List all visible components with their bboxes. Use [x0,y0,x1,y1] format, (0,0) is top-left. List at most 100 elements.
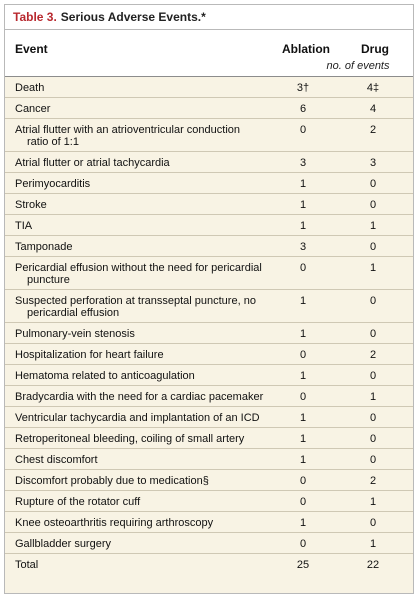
event-text: Gallbladder surgery [15,538,111,550]
event-cell: Chest discomfort [15,454,277,466]
event-text: Tamponade [15,241,73,253]
table-row: Cancer 6 4 [5,98,413,119]
event-text-continuation: ratio of 1:1 [27,136,79,148]
ablation-count-cell: 1 [299,199,307,211]
drug-therapy-count-cell: 2 [369,475,377,487]
event-cell: Pericardial effusion without the need fo… [15,262,277,286]
ablation-count-cell: 6 [299,103,307,115]
total-label: Total [15,559,39,571]
event-text: Atrial flutter or atrial tachycardia [15,157,170,169]
event-cell: Death [15,82,277,94]
table-body: Death 3† 4‡ Cancer 6 4 Atrial flutter with an … [5,77,413,576]
table-row: Retroperitoneal bleeding, coiling of sma… [5,428,413,449]
event-text: Rupture of the rotator cuff [15,496,141,508]
drug-therapy-count-cell: 0 [369,517,377,529]
drug-therapy-count-cell: 0 [369,199,377,211]
event-cell: Gallbladder surgery [15,538,277,550]
event-text: Bradycardia with the need for a cardiac … [15,391,264,403]
event-text: Atrial flutter with an atrioventricular … [15,124,240,136]
total-row: Total 25 22 [5,554,413,576]
drug-therapy-count-cell: 0 [369,454,377,466]
ablation-count-cell: 0 [299,124,307,136]
event-text: Hospitalization for heart failure [15,349,164,361]
drug-therapy-count-cell: 1 [369,538,377,550]
units-row: no. of events [5,56,413,77]
event-cell: Perimyocarditis [15,178,277,190]
drug-therapy-count-cell: 0 [369,328,377,340]
event-cell: Atrial flutter or atrial tachycardia [15,157,277,169]
ablation-count-cell: 0 [299,262,307,274]
event-text: Discomfort probably due to medication§ [15,475,209,487]
event-cell: TIA [15,220,277,232]
event-cell: Bradycardia with the need for a cardiac … [15,391,277,403]
ablation-count-cell: 1 [299,328,307,340]
event-cell: Atrial flutter with an atrioventricular … [15,124,277,148]
event-text: Pericardial effusion without the need fo… [15,262,262,274]
drug-therapy-count-cell: 0 [369,370,377,382]
ablation-count-cell: 0 [299,391,307,403]
event-cell: Hospitalization for heart failure [15,349,277,361]
drug-therapy-count-cell: 0 [369,241,377,253]
table-row: Chest discomfort 1 0 [5,449,413,470]
drug-therapy-count-cell: 4 [369,103,377,115]
ablation-count-cell: 1 [299,454,307,466]
ablation-count-cell: 1 [299,412,307,424]
ablation-count-cell: 0 [299,538,307,550]
event-text: Retroperitoneal bleeding, coiling of sma… [15,433,245,445]
ablation-count-cell: 3† [296,82,310,94]
ablation-count-cell: 1 [299,370,307,382]
table-row: Rupture of the rotator cuff 0 1 [5,491,413,512]
drug-therapy-count-cell: 0 [369,412,377,424]
table-row: Ventricular tachycardia and implantation… [5,407,413,428]
drug-therapy-count-cell: 4‡ [366,82,380,94]
event-cell: Pulmonary-vein stenosis [15,328,277,340]
ablation-count-cell: 0 [299,349,307,361]
event-cell: Tamponade [15,241,277,253]
drug-therapy-count-cell: 2 [369,349,377,361]
event-text: Stroke [15,199,47,211]
event-text: Perimyocarditis [15,178,91,190]
event-text-continuation: pericardial effusion [27,307,120,319]
event-cell: Retroperitoneal bleeding, coiling of sma… [15,433,277,445]
table-number: Table 3. [13,10,57,24]
table-row: Suspected perforation at transseptal pun… [5,290,413,323]
event-text: Cancer [15,103,51,115]
drug-therapy-count-cell: 0 [369,178,377,190]
table-row: Discomfort probably due to medication§ 0 2 [5,470,413,491]
drug-therapy-count-cell: 2 [369,124,377,136]
total-drug-therapy-cell: 22 [366,559,380,571]
table-title: Serious Adverse Events.* [60,10,206,24]
event-text: Chest discomfort [15,454,98,466]
column-header-ablation: Ablation [282,42,330,56]
table-row: Pulmonary-vein stenosis 1 0 [5,323,413,344]
event-cell: Suspected perforation at transseptal pun… [15,295,277,319]
drug-therapy-count-cell: 1 [369,391,377,403]
units-label: no. of events [326,60,390,72]
ablation-count-cell: 1 [299,220,307,232]
event-cell: Knee osteoarthritis requiring arthroscop… [15,517,277,529]
drug-therapy-count-cell: 0 [369,295,377,307]
drug-therapy-count-cell: 3 [369,157,377,169]
table-title-bar: Table 3. Serious Adverse Events.* [5,5,413,30]
event-cell: Rupture of the rotator cuff [15,496,277,508]
table-row: Stroke 1 0 [5,194,413,215]
table-row: Perimyocarditis 1 0 [5,173,413,194]
drug-therapy-count-cell: 1 [369,220,377,232]
table-row: Atrial flutter or atrial tachycardia 3 3 [5,152,413,173]
table-row: Knee osteoarthritis requiring arthroscop… [5,512,413,533]
total-ablation-cell: 25 [296,559,310,571]
event-cell: Cancer [15,103,277,115]
ablation-count-cell: 1 [299,433,307,445]
event-text: Suspected perforation at transseptal pun… [15,295,256,307]
column-header-row: Event Ablation Drug Therapy [5,30,413,70]
ablation-count-cell: 1 [299,517,307,529]
drug-therapy-count-cell: 0 [369,433,377,445]
drug-therapy-count-cell: 1 [369,496,377,508]
event-cell: Discomfort probably due to medication§ [15,475,277,487]
adverse-events-table: Table 3. Serious Adverse Events.* Event … [4,4,414,594]
drug-therapy-count-cell: 1 [369,262,377,274]
event-cell: Hematoma related to anticoagulation [15,370,277,382]
column-header-event: Event [15,42,48,56]
event-text: Hematoma related to anticoagulation [15,370,195,382]
ablation-count-cell: 3 [299,157,307,169]
